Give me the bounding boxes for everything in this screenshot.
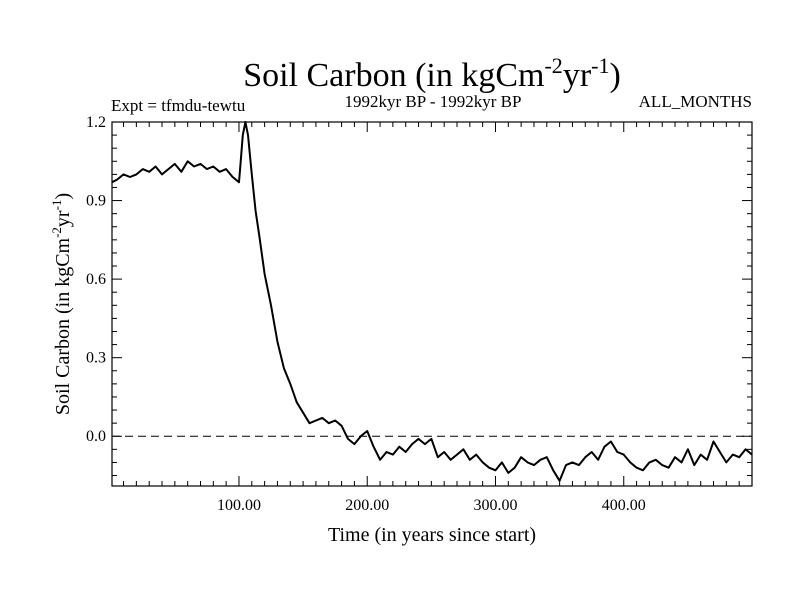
chart-title-mid: yr [563, 57, 592, 94]
chart-title-close: ) [609, 57, 620, 94]
chart-title-main: Soil Carbon (in kgCm [243, 57, 544, 94]
experiment-label: Expt = tfmdu-tewtu [111, 96, 246, 115]
chart-title: Soil Carbon (in kgCm-2yr-1) [243, 53, 621, 94]
x-tick-label: 200.00 [345, 497, 389, 514]
x-tick-label: 300.00 [473, 497, 517, 514]
x-tick-label: 400.00 [602, 497, 646, 514]
y-tick-label: 0.3 [86, 350, 106, 367]
y-axis-label-main: Soil Carbon (in kgCm [52, 237, 74, 415]
x-axis-ticks: 100.00 200.00 300.00 400.00 [123, 122, 740, 514]
y-axis-label-close: ) [52, 193, 74, 200]
y-tick-label: 0.9 [86, 193, 106, 210]
period-label: 1992kyr BP - 1992kyr BP [345, 92, 522, 111]
y-axis-label-sup1: -2 [49, 227, 64, 238]
y-axis-label-sup2: -1 [49, 200, 64, 211]
y-tick-label: 1.2 [86, 114, 106, 131]
y-axis-label-mid: yr [52, 210, 74, 227]
months-label: ALL_MONTHS [639, 92, 752, 111]
y-axis-label: Soil Carbon (in kgCm-2yr-1) [49, 193, 74, 415]
x-axis-label: Time (in years since start) [328, 524, 536, 546]
y-tick-label: 0.6 [86, 271, 106, 288]
y-tick-label: 0.0 [86, 428, 106, 445]
chart-title-sup2: -1 [591, 53, 609, 78]
chart-title-sup1: -2 [544, 53, 562, 78]
y-axis-ticks: 1.2 0.9 0.6 0.3 0.0 [86, 114, 752, 477]
plot-frame [111, 121, 753, 487]
x-tick-label: 100.00 [217, 497, 261, 514]
series-line-soil-carbon [111, 121, 753, 482]
